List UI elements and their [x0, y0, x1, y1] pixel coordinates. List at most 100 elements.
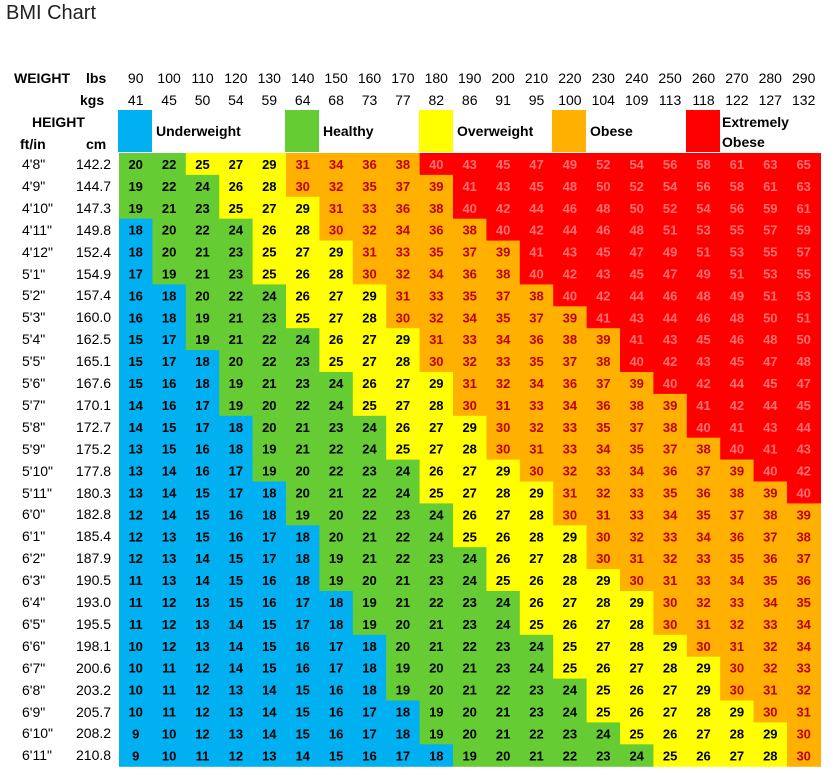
bmi-cell	[152, 262, 187, 285]
bmi-value: 27	[362, 332, 376, 347]
bmi-value: 12	[162, 639, 176, 654]
bmi-value: 17	[329, 639, 343, 654]
bmi-value: 17	[162, 354, 176, 369]
bmi-value: 10	[162, 726, 176, 741]
bmi-cell	[519, 306, 554, 329]
bmi-cell	[720, 372, 755, 395]
bmi-cell	[720, 284, 755, 307]
bmi-value: 41	[462, 179, 476, 194]
bmi-cell	[319, 700, 354, 723]
bmi-value: 27	[629, 661, 643, 676]
bmi-cell	[252, 350, 287, 373]
height-cm: 152.4	[76, 243, 112, 260]
bmi-value: 20	[262, 398, 276, 413]
bmi-cell	[686, 744, 721, 767]
bmi-value: 33	[696, 573, 710, 588]
bmi-cell	[753, 569, 788, 592]
bmi-value: 21	[529, 748, 543, 763]
bmi-value: 27	[462, 464, 476, 479]
bmi-cell	[553, 306, 588, 329]
extremely-obese-label: Extremely Obese	[722, 114, 789, 150]
bmi-cell	[486, 306, 521, 329]
weight-lbs-header: 140	[291, 70, 315, 86]
bmi-cell	[152, 372, 187, 395]
bmi-value: 26	[596, 661, 610, 676]
bmi-value: 13	[162, 529, 176, 544]
bmi-value: 46	[696, 310, 710, 325]
bmi-cell	[686, 722, 721, 745]
bmi-value: 14	[128, 398, 143, 413]
bmi-cell	[553, 656, 588, 680]
weight-kgs-header: 122	[725, 92, 749, 108]
bmi-value: 15	[128, 354, 142, 369]
bmi-cell	[453, 415, 487, 439]
height-ftin: 6'10"	[22, 725, 54, 742]
bmi-cell	[753, 700, 788, 723]
bmi-cell	[653, 678, 688, 702]
bmi-value: 33	[362, 201, 376, 216]
bmi-value: 31	[696, 617, 710, 632]
bmi-cell	[720, 196, 755, 220]
bmi-value: 44	[563, 223, 578, 238]
bmi-cell	[787, 196, 821, 220]
bmi-cell	[386, 218, 421, 242]
weight-lbs-header: 210	[524, 70, 549, 86]
bmi-cell	[686, 306, 721, 329]
bmi-value: 48	[563, 179, 577, 194]
bmi-cell	[319, 153, 354, 176]
bmi-cell	[453, 372, 487, 395]
height-cm: 165.1	[76, 353, 112, 370]
bmi-cell	[252, 306, 287, 329]
bmi-value: 24	[529, 661, 544, 676]
bmi-value: 27	[563, 595, 577, 610]
bmi-value: 14	[229, 617, 244, 632]
bmi-cell	[753, 218, 788, 242]
bmi-value: 10	[128, 683, 142, 698]
bmi-cell	[419, 174, 454, 198]
bmi-value: 31	[663, 573, 677, 588]
bmi-cell	[185, 591, 220, 614]
bmi-cell	[787, 284, 821, 307]
bmi-cell	[453, 656, 487, 680]
bmi-value: 15	[295, 726, 309, 741]
bmi-cell	[386, 612, 421, 636]
bmi-value: 13	[262, 748, 276, 763]
bmi-cell	[319, 569, 354, 592]
bmi-value: 22	[262, 332, 276, 347]
bmi-value: 16	[128, 288, 142, 303]
bmi-value: 50	[596, 179, 610, 194]
bmi-value: 38	[730, 485, 744, 500]
bmi-cell	[586, 591, 621, 614]
bmi-cell	[119, 262, 153, 285]
bmi-value: 37	[529, 310, 543, 325]
bmi-value: 33	[596, 464, 610, 479]
bmi-value: 21	[429, 617, 443, 632]
bmi-value: 22	[462, 639, 476, 654]
bmi-value: 33	[629, 507, 643, 522]
bmi-cell	[720, 503, 755, 526]
bmi-value: 21	[329, 485, 343, 500]
obese-label: Obese	[590, 123, 633, 139]
bmi-cell	[553, 153, 588, 176]
bmi-cell	[620, 262, 654, 285]
bmi-cell	[486, 196, 521, 220]
bmi-value: 20	[329, 529, 343, 544]
bmi-value: 13	[128, 485, 142, 500]
bmi-value: 31	[396, 288, 410, 303]
bmi-value: 55	[763, 245, 777, 260]
bmi-cell	[620, 153, 654, 176]
bmi-cell	[219, 744, 254, 767]
bmi-value: 48	[796, 354, 810, 369]
bmi-value: 48	[696, 288, 710, 303]
bmi-value: 37	[696, 464, 710, 479]
bmi-value: 35	[696, 507, 710, 522]
bmi-cell	[453, 547, 487, 570]
bmi-cell	[286, 306, 320, 329]
bmi-value: 61	[730, 157, 744, 172]
bmi-value: 16	[229, 529, 243, 544]
bmi-value: 39	[763, 485, 777, 500]
bmi-value: 35	[663, 485, 677, 500]
bmi-value: 22	[496, 683, 510, 698]
bmi-cell	[653, 415, 688, 439]
bmi-cell	[152, 328, 187, 351]
